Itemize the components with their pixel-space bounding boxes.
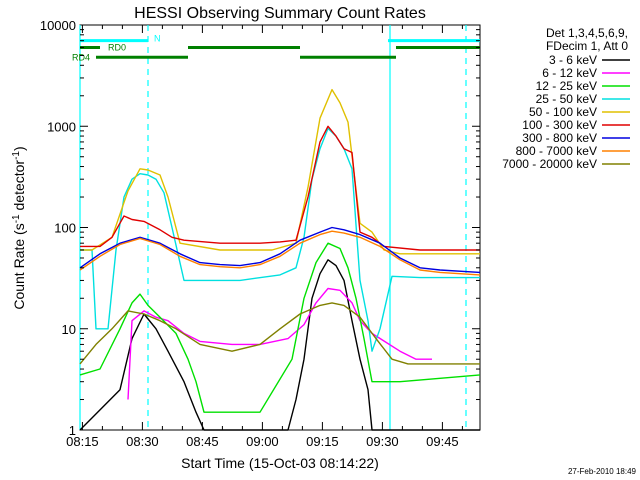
series-line-4 (80, 88, 480, 255)
series-line-6 (79, 226, 481, 274)
legend-label: 800 - 7000 keV (516, 144, 597, 158)
legend-label: 12 - 25 keV (536, 79, 597, 93)
legend: Det 1,3,4,5,6,9, FDecim 1, Att 0 3 - 6 k… (502, 26, 630, 171)
x-tick-label: 09:15 (306, 434, 339, 449)
legend-label: 300 - 800 keV (522, 131, 597, 145)
series-line-5 (80, 125, 480, 251)
legend-label: 7000 - 20000 keV (502, 157, 597, 171)
series-line-1 (127, 287, 432, 400)
x-tick-label: 09:45 (426, 434, 459, 449)
legend-label: 3 - 6 keV (549, 53, 597, 67)
y-axis-label: Count Rate (s-1 detector-1) (11, 146, 27, 309)
x-tick-label: 08:45 (186, 434, 219, 449)
x-tick-label: 08:30 (126, 434, 159, 449)
x-axis-label: Start Time (15-Oct-03 08:14:22) (181, 455, 379, 471)
y-tick-label: 100 (54, 221, 76, 236)
plot-frame (79, 24, 481, 431)
series-line-7 (79, 230, 481, 276)
x-tick-label: 09:00 (246, 434, 279, 449)
y-axis-label-sup2: -1 (11, 151, 22, 160)
y-tick-label: 1000 (47, 119, 76, 134)
series-line-2 (79, 242, 481, 413)
marker-lines (79, 25, 467, 430)
flag-label-rd4: RD4 (72, 52, 90, 62)
legend-header-line1: Det 1,3,4,5,6,9, (546, 26, 628, 40)
y-axis: 1 10 100 1000 10000 (40, 18, 480, 438)
flag-label-n: N (154, 34, 161, 44)
y-axis-label-end: ) (11, 146, 27, 151)
x-tick-label: 09:30 (366, 434, 399, 449)
legend-header-line2: FDecim 1, Att 0 (546, 39, 628, 53)
chart-title: HESSI Observing Summary Count Rates (134, 5, 426, 22)
flag-label-rd0: RD0 (108, 42, 126, 52)
y-axis-label-main: Count Rate (s (11, 223, 27, 309)
legend-label: 6 - 12 keV (542, 66, 597, 80)
x-tick-label: 08:15 (66, 434, 99, 449)
series-line-8 (79, 302, 480, 365)
y-axis-label-mid: detector (11, 160, 27, 215)
y-tick-label: 10000 (40, 18, 76, 33)
legend-label: 100 - 300 keV (522, 118, 597, 132)
plot-area: N RD0 RD4 08:15 08:30 08:45 09:00 09:15 09:30 09… (40, 18, 481, 449)
series-lines (79, 88, 481, 431)
x-axis: 08:15 08:30 08:45 09:00 09:15 09:30 09:45 (66, 25, 463, 449)
flag-bars: N RD0 RD4 (72, 34, 480, 62)
timestamp: 27-Feb-2010 18:49 (568, 467, 637, 476)
legend-label: 25 - 50 keV (536, 92, 597, 106)
series-line-0 (79, 259, 480, 431)
y-tick-label: 1 (69, 423, 76, 438)
series-line-3 (80, 127, 480, 352)
y-tick-label: 10 (62, 322, 76, 337)
y-axis-label-sup1: -1 (11, 214, 22, 223)
legend-label: 50 - 100 keV (529, 105, 597, 119)
